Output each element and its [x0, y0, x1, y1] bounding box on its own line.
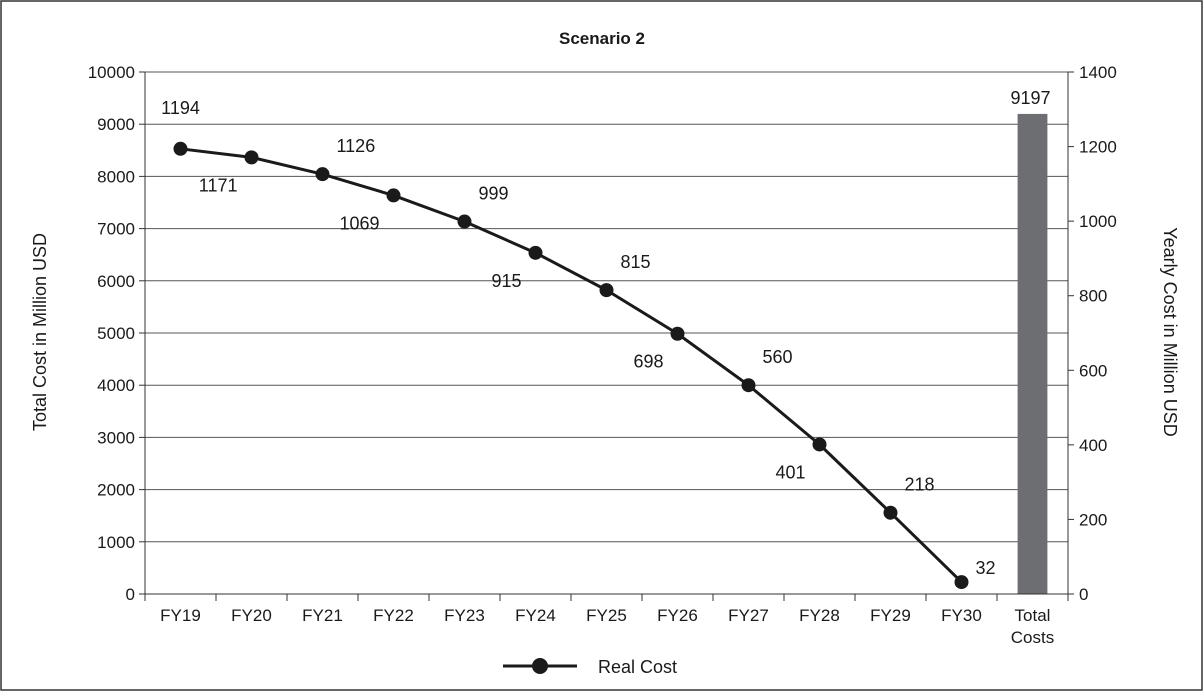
- chart-title: Scenario 2: [559, 29, 645, 48]
- line-point: [883, 505, 898, 520]
- line-point: [244, 150, 259, 165]
- legend-label: Real Cost: [598, 657, 677, 677]
- y-left-tick-label: 7000: [97, 220, 135, 239]
- y-right-tick-label: 400: [1079, 436, 1107, 455]
- x-tick-label: FY27: [728, 606, 769, 625]
- x-tick-label: FY24: [515, 606, 556, 625]
- y-right-tick-label: 200: [1079, 510, 1107, 529]
- x-tick-label: FY22: [373, 606, 414, 625]
- x-tick-label: FY28: [799, 606, 840, 625]
- line-point: [812, 437, 827, 452]
- line-data-label: 1069: [339, 213, 379, 233]
- y-right-tick-label: 1400: [1079, 63, 1117, 82]
- y-left-tick-label: 4000: [97, 376, 135, 395]
- legend: Real Cost: [503, 657, 677, 677]
- x-tick-label: Total Costs: [1011, 606, 1054, 647]
- x-tick-label: FY21: [302, 606, 343, 625]
- line-data-label: 915: [491, 271, 521, 291]
- y-left-tick-label: 2000: [97, 481, 135, 500]
- y-left-tick-label: 3000: [97, 428, 135, 447]
- y-left-tick-label: 1000: [97, 533, 135, 552]
- line-data-label: 32: [976, 558, 996, 578]
- line-point: [670, 326, 685, 341]
- y-axis-right-title: Yearly Cost in Million USD: [1160, 227, 1180, 436]
- line-point: [173, 141, 188, 156]
- x-tick-label: FY23: [444, 606, 485, 625]
- y-right-tick-label: 600: [1079, 361, 1107, 380]
- data-labels: 9197 1194 1171 1126 1069 999 915 815 698 560 401 21…: [161, 88, 1050, 578]
- line-data-label: 560: [763, 347, 793, 367]
- line-point: [386, 188, 401, 203]
- y-left-tick-label: 9000: [97, 115, 135, 134]
- line-point: [457, 214, 472, 229]
- x-tick-label: FY19: [160, 606, 201, 625]
- line-point: [741, 378, 756, 393]
- line-point: [315, 167, 330, 182]
- line-data-label: 1171: [199, 175, 238, 195]
- x-tick-label: FY20: [231, 606, 272, 625]
- line-data-label: 999: [479, 184, 509, 204]
- bar-data-label: 9197: [1010, 88, 1050, 108]
- line-data-label: 1194: [161, 98, 200, 118]
- line-data-label: 401: [775, 462, 805, 482]
- line-real-cost: [180, 147, 963, 584]
- bar-layer: [1017, 113, 1048, 595]
- bar-total-costs: [1017, 113, 1048, 595]
- line-point: [528, 245, 543, 260]
- y-right-tick-label: 800: [1079, 287, 1107, 306]
- y-right-tick-label: 0: [1079, 585, 1088, 604]
- line-data-label: 815: [621, 252, 651, 272]
- line-point: [599, 283, 614, 298]
- x-tick-label: FY26: [657, 606, 698, 625]
- y-right-tick-label: 1000: [1079, 212, 1117, 231]
- line-point: [954, 575, 969, 590]
- y-axis-left-title: Total Cost in Million USD: [30, 233, 50, 431]
- y-left-tick-label: 0: [126, 585, 135, 604]
- axes: 0100020003000400050006000700080009000100…: [88, 63, 1117, 647]
- y-left-tick-label: 10000: [88, 63, 135, 82]
- x-tick-label: FY30: [941, 606, 982, 625]
- line-data-label: 218: [905, 475, 935, 495]
- line-data-label: 1126: [337, 136, 376, 156]
- y-right-tick-label: 1200: [1079, 138, 1117, 157]
- y-left-tick-label: 6000: [97, 272, 135, 291]
- legend-marker: [532, 658, 548, 674]
- line-data-label: 698: [633, 352, 663, 372]
- y-left-tick-label: 8000: [97, 167, 135, 186]
- x-tick-label: FY29: [870, 606, 911, 625]
- gridlines: [145, 71, 1068, 543]
- x-tick-label: FY25: [586, 606, 627, 625]
- line-layer: [173, 141, 969, 590]
- y-left-tick-label: 5000: [97, 324, 135, 343]
